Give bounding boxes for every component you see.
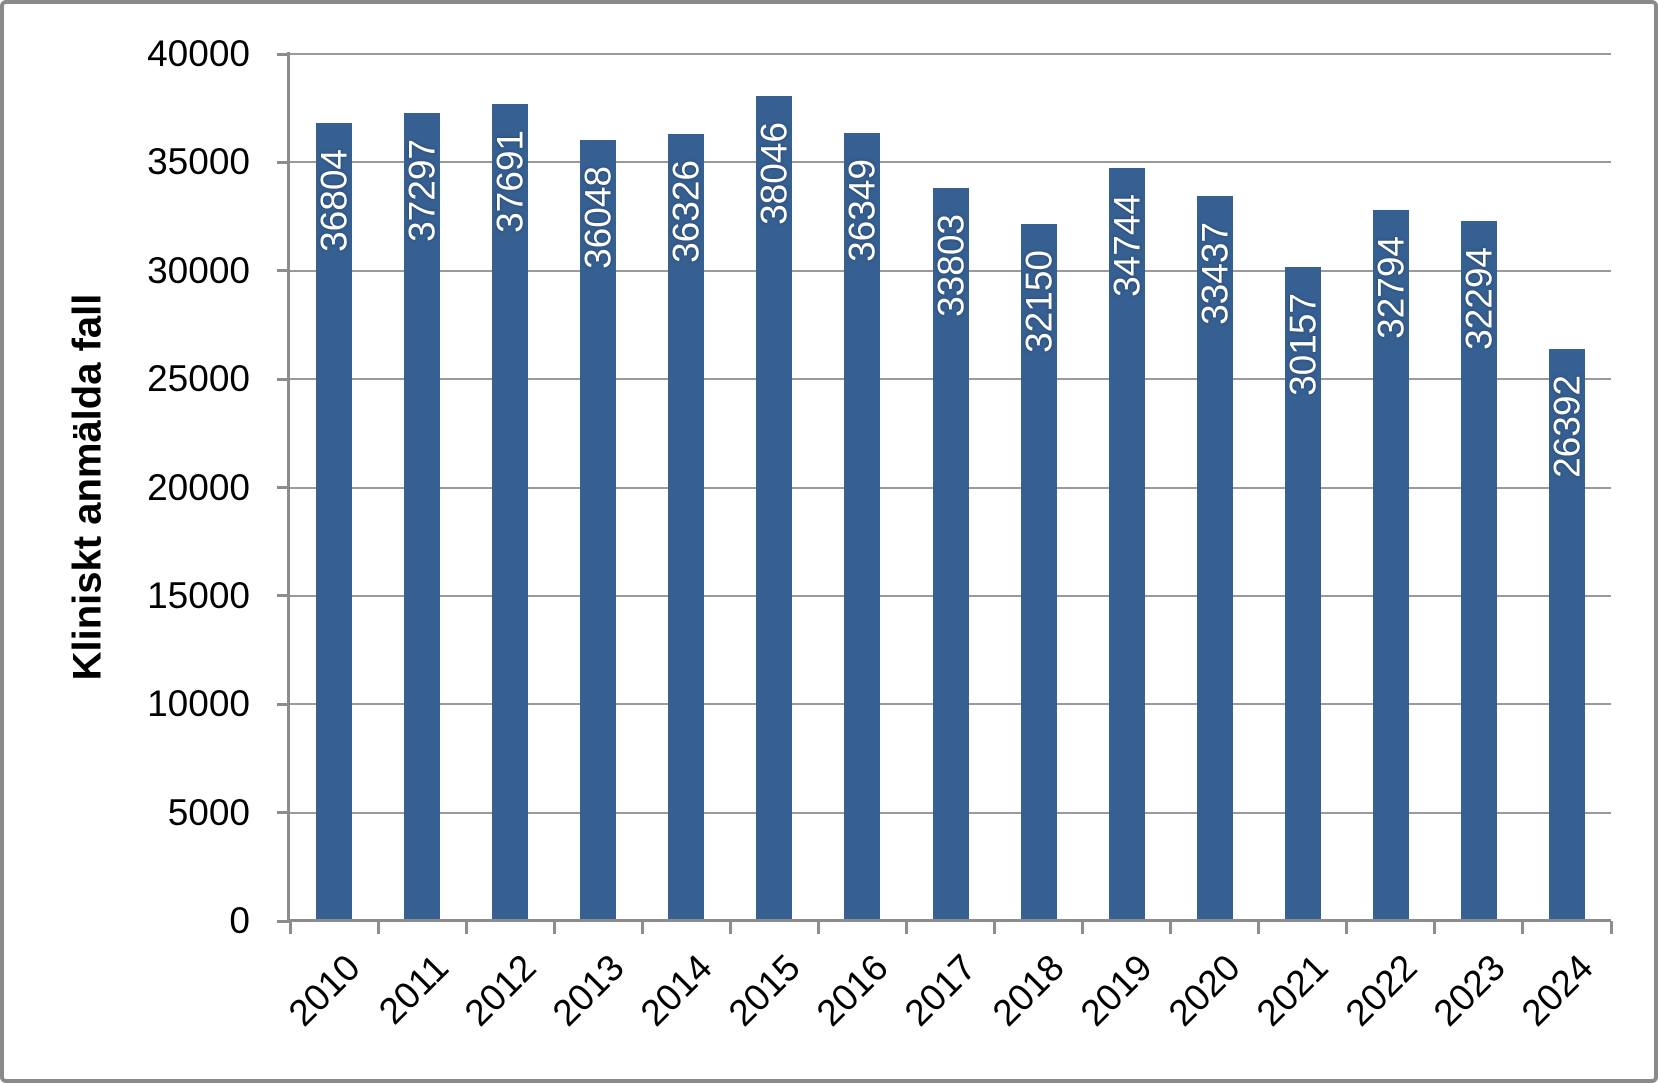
x-tick-label: 2023 [1425,946,1513,1034]
x-tick-mark [376,921,380,934]
bar: 33803 [930,188,971,921]
y-tick-mark [277,52,290,56]
bar: 37297 [401,112,443,921]
x-tick-label: 2011 [370,946,456,1032]
y-tick-mark [277,486,290,489]
bar: 32150 [1018,224,1060,921]
x-tick-label: 2020 [1161,946,1249,1034]
bar-value-label: 30157 [1282,293,1324,397]
x-tick-label: 2024 [1513,946,1601,1034]
bar: 38046 [753,96,795,921]
x-tick-mark [1521,921,1525,934]
x-tick-mark [552,921,556,934]
y-tick-label: 40000 [147,33,250,74]
bar-value-label: 37691 [489,130,531,233]
bar: 34744 [1106,167,1148,921]
bar-value-label: 36326 [665,159,707,263]
y-tick-mark [277,919,290,923]
x-tick-mark [1345,921,1349,934]
x-tick-label: 2017 [896,946,985,1034]
bar: 37691 [489,104,531,921]
x-tick-mark [728,921,732,934]
x-tick-label: 2010 [280,946,368,1034]
x-tick-mark [1257,921,1261,934]
x-axis-line [287,919,1611,922]
x-tick-mark [1433,921,1437,934]
bar: 36804 [313,123,355,921]
y-tick-label: 15000 [147,574,250,616]
y-tick-mark [277,811,290,815]
x-tick-label: 2013 [544,946,632,1034]
y-tick-label: 0 [229,900,250,941]
bar-value-label: 38046 [753,122,795,226]
gridline [290,161,1611,164]
bar-value-label: 33437 [1194,222,1236,326]
x-tick-mark [1081,921,1085,934]
y-tick-label: 35000 [147,141,250,183]
x-tick-label: 2019 [1073,946,1161,1034]
bar-value-label: 36804 [313,149,355,253]
y-tick-label: 5000 [167,791,250,833]
bar: 36048 [577,139,619,921]
x-tick-mark [1169,921,1173,934]
bar: 36326 [665,133,707,921]
bar: 32294 [1458,221,1500,921]
x-tick-mark [464,921,468,934]
x-tick-label: 2015 [720,946,808,1034]
bar-value-label: 33803 [930,214,971,318]
x-tick-mark [904,921,908,934]
y-tick-mark [277,377,290,381]
bar-value-label: 32150 [1018,250,1060,354]
gridline [290,53,1611,55]
bar: 36349 [841,133,883,921]
y-tick-label: 10000 [147,683,250,725]
x-tick-label: 2022 [1337,946,1425,1034]
bar-value-label: 36048 [577,165,619,269]
x-tick-mark [1609,921,1613,934]
bar: 26392 [1546,348,1588,921]
x-tick-mark [640,921,644,934]
y-tick-label: 20000 [147,466,250,508]
y-axis-line [287,52,290,921]
y-tick-mark [277,702,290,706]
x-tick-label: 2021 [1249,946,1337,1034]
y-tick-mark [277,160,290,164]
bar: 30157 [1282,267,1324,921]
x-tick-label: 2014 [632,946,720,1034]
bar-value-label: 36349 [841,159,883,263]
bar-value-label: 32794 [1370,236,1412,340]
y-tick-mark [277,269,290,273]
x-tick-label: 2016 [808,946,897,1034]
y-tick-label: 25000 [147,358,250,400]
x-tick-mark [816,921,820,934]
bar-value-label: 26392 [1546,374,1588,478]
x-tick-label: 2012 [456,946,544,1034]
bar: 32794 [1370,210,1412,921]
y-tick-mark [277,594,290,598]
bar-value-label: 37297 [401,138,443,242]
x-tick-mark [993,921,997,934]
x-tick-mark [288,921,292,934]
bar-value-label: 34744 [1106,193,1148,297]
bar-value-label: 32294 [1458,247,1500,350]
x-tick-label: 2018 [984,946,1073,1034]
y-tick-label: 30000 [147,249,250,291]
bar: 33437 [1194,196,1236,921]
